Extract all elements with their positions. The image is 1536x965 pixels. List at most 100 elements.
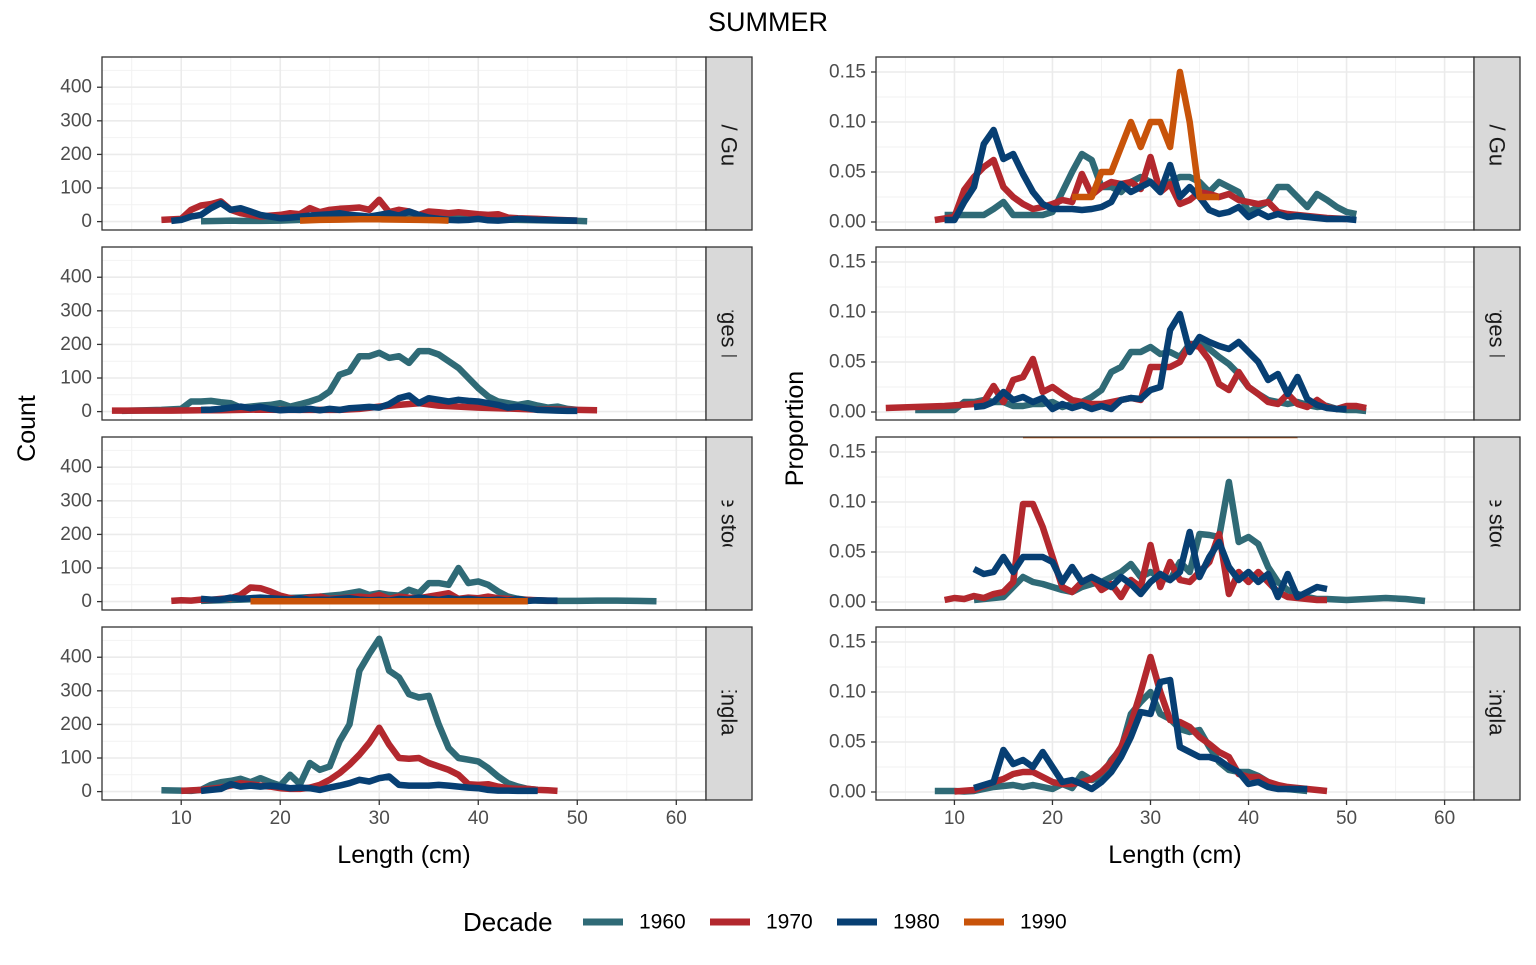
series-line-1970: [954, 653, 1328, 795]
facet-label: Outside stock area: [1485, 432, 1510, 616]
series-line-1980: [972, 528, 1328, 601]
panel-2-cape-cod-gulf-of-maine: Cape Cod / Gulf of Maine 0.00 0.05 0.10 0.15: [829, 19, 1521, 267]
y-tick-label: 0.00: [829, 782, 866, 803]
x-tick-label: 10: [171, 808, 192, 829]
x-axis-title: Length (cm): [1108, 841, 1241, 869]
series-group: [161, 635, 558, 795]
series-line-1980: [200, 773, 538, 795]
y-tick-label: 300: [60, 490, 92, 511]
series-line-1960: [121, 347, 578, 415]
y-tick-label: 0.05: [829, 732, 866, 753]
x-tick-label: 40: [1238, 808, 1259, 829]
y-tick-label: 0: [81, 591, 92, 612]
y-tick-label: 0.10: [829, 302, 866, 323]
x-tick-label: 10: [944, 808, 965, 829]
y-tick-label: 0.10: [829, 492, 866, 513]
y-tick-label: 0.10: [829, 112, 866, 133]
y-tick-label: 0.15: [829, 252, 866, 273]
facet-strip: [1473, 436, 1521, 611]
series-line-1970: [885, 340, 1367, 413]
series-group: [161, 196, 588, 225]
x-tick-label: 60: [1434, 808, 1455, 829]
legend-label-1960: 1960: [639, 911, 686, 934]
y-tick-label: 200: [60, 334, 92, 355]
panel-2-southern-new-england-mid-atlantic: Southern New England / Mid-Atlantic 0.00 0…: [829, 534, 1521, 894]
y-tick-label: 0.05: [829, 352, 866, 373]
y-tick-label: 0: [81, 781, 92, 802]
x-tick-label: 50: [1336, 808, 1357, 829]
series-line-1980: [973, 676, 1308, 793]
x-tick-label: 20: [1042, 808, 1063, 829]
y-axis-title: Count: [13, 395, 41, 462]
facet-strip: [1473, 626, 1521, 801]
legend-label-1990: 1990: [1020, 911, 1067, 934]
series-line-1980: [944, 126, 1357, 224]
series-group: [934, 653, 1328, 795]
y-tick-label: 0.15: [829, 62, 866, 83]
y-tick-label: 400: [60, 267, 92, 288]
facet-label: Cape Cod / Gulf of Maine: [1485, 19, 1510, 267]
series-group: [111, 347, 598, 415]
panel-background: [876, 437, 1474, 610]
y-tick-label: 0.10: [829, 682, 866, 703]
y-tick-label: 0.15: [829, 632, 866, 653]
facet-label: Southern New England / Mid-Atlantic: [717, 534, 742, 894]
legend-title: Decade: [463, 907, 553, 937]
legend-label-1980: 1980: [893, 911, 940, 934]
chart-title: SUMMER: [708, 7, 828, 37]
x-tick-label: 30: [1140, 808, 1161, 829]
y-tick-label: 0.15: [829, 442, 866, 463]
panel-1-georges-bank: Georges Bank 0 100 200 300 400: [60, 246, 753, 422]
facet-strip: [705, 626, 753, 801]
series-line-1980: [170, 199, 578, 225]
facet-label: Cape Cod / Gulf of Maine: [717, 19, 742, 267]
y-tick-label: 400: [60, 457, 92, 478]
x-tick-label: 20: [270, 808, 291, 829]
panel-2-outside-stock-area: Outside stock area 0.00 0.05 0.10 0.15: [829, 432, 1521, 616]
series-line-1990: [299, 216, 449, 224]
y-tick-label: 0.00: [829, 212, 866, 233]
panel-background: [102, 57, 706, 230]
x-tick-label: 60: [666, 808, 687, 829]
facet-strip: [1473, 246, 1521, 421]
y-tick-label: 0.00: [829, 402, 866, 423]
series-group: [171, 564, 657, 605]
y-tick-label: 300: [60, 110, 92, 131]
y-tick-label: 100: [60, 748, 92, 769]
y-tick-label: 0.05: [829, 162, 866, 183]
facet-strip: [705, 436, 753, 611]
legend-label-1970: 1970: [766, 911, 813, 934]
series-line-1980: [973, 310, 1347, 413]
facet-strip: [705, 56, 753, 231]
panel-background: [102, 627, 706, 800]
panel-background: [102, 437, 706, 610]
y-tick-label: 400: [60, 77, 92, 98]
facet-label: Southern New England / Mid-Atlantic: [1485, 534, 1510, 894]
legend: Decade 1960 1970 1980 1990: [463, 907, 1067, 937]
y-tick-label: 200: [60, 524, 92, 545]
y-tick-label: 200: [60, 144, 92, 165]
series-group: [943, 437, 1426, 605]
panel-background: [876, 247, 1474, 420]
y-tick-label: 300: [60, 680, 92, 701]
y-tick-label: 400: [60, 647, 92, 668]
facet-strip: [705, 246, 753, 421]
series-line-1980: [200, 392, 578, 415]
x-axis-title: Length (cm): [337, 841, 470, 869]
x-tick-label: 40: [468, 808, 489, 829]
facet-label: Georges Bank: [717, 263, 742, 405]
y-tick-label: 100: [60, 368, 92, 389]
panel-2-georges-bank: Georges Bank 0.00 0.05 0.10 0.15: [829, 246, 1521, 423]
series-line-1960: [161, 635, 539, 795]
y-tick-label: 0.05: [829, 542, 866, 563]
series-group: [934, 68, 1358, 224]
x-tick-label: 50: [567, 808, 588, 829]
facet-label: Outside stock area: [717, 432, 742, 616]
y-tick-label: 0.00: [829, 592, 866, 613]
panel-background: [102, 247, 706, 420]
y-tick-label: 300: [60, 300, 92, 321]
y-axis-title: Proportion: [781, 371, 809, 486]
y-tick-label: 100: [60, 558, 92, 579]
